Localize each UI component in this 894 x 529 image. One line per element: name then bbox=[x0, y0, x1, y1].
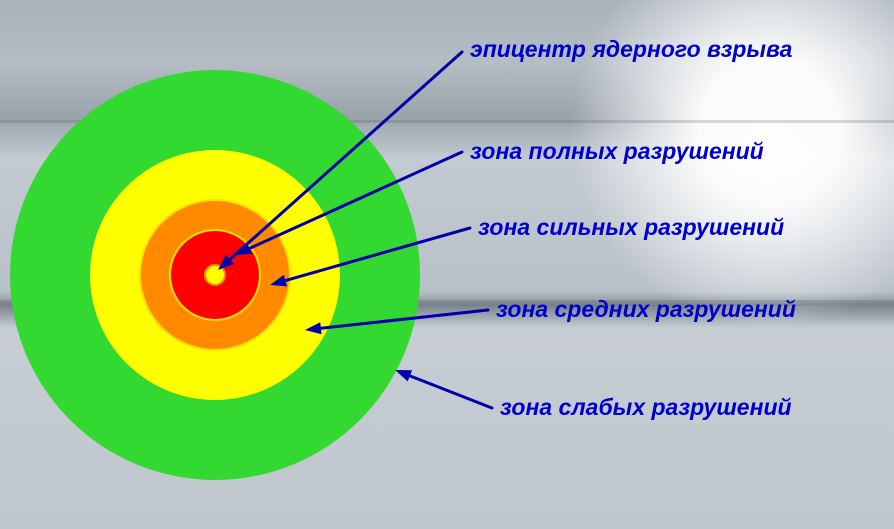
label-epicenter: эпицентр ядерного взрыва bbox=[470, 38, 792, 61]
diagram-svg bbox=[0, 0, 894, 529]
label-weak: зона слабых разрушений bbox=[500, 396, 792, 419]
label-strong: зона сильных разрушений bbox=[478, 216, 784, 239]
label-full: зона полных разрушений bbox=[470, 140, 764, 163]
label-medium: зона средних разрушений bbox=[496, 298, 796, 321]
concentric-rings bbox=[10, 70, 420, 480]
diagram-stage: эпицентр ядерного взрыва зона полных разр… bbox=[0, 0, 894, 529]
